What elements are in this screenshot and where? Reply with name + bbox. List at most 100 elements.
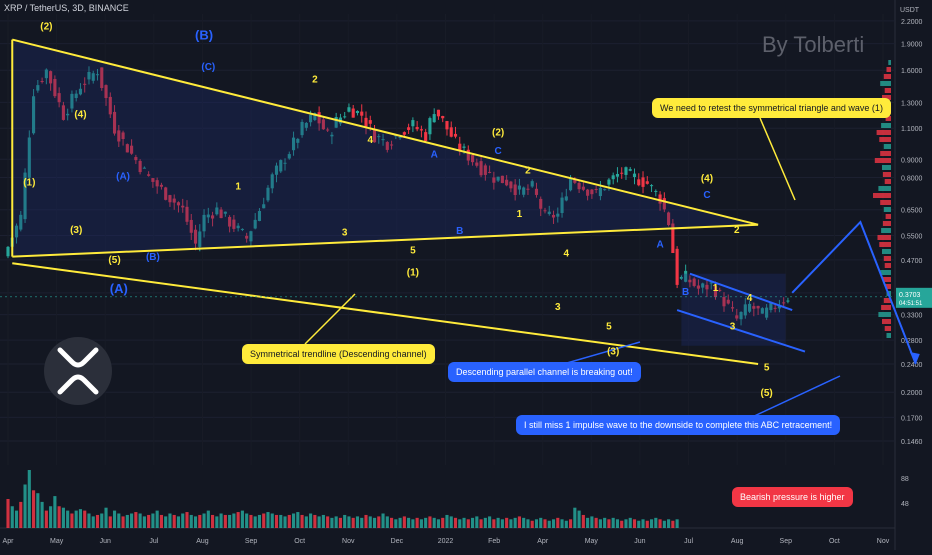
candle-body-105 xyxy=(453,133,458,137)
volume-bar-6 xyxy=(32,490,36,528)
y-tick-7: 0.6500 xyxy=(901,208,923,215)
volume-bar-138 xyxy=(594,517,598,528)
currency-label: USDT xyxy=(900,7,920,14)
volume-bar-13 xyxy=(61,507,65,528)
candle-body-22 xyxy=(100,67,104,88)
volume-profile-bar-39 xyxy=(886,333,891,338)
volume-bar-96 xyxy=(415,517,419,528)
volume-profile-bar-27 xyxy=(882,249,891,254)
volume-bar-151 xyxy=(649,519,654,528)
candle-body-110 xyxy=(475,162,479,166)
volume-bar-29 xyxy=(130,513,134,528)
volume-bar-92 xyxy=(398,517,402,528)
volume-bar-156 xyxy=(671,520,675,528)
candle-body-155 xyxy=(667,212,671,226)
volume-bar-88 xyxy=(381,513,385,528)
candle-body-169 xyxy=(726,299,730,304)
wave-label-w5-left: (5) xyxy=(108,255,120,266)
volume-bar-98 xyxy=(424,517,428,528)
candle-body-75 xyxy=(326,129,330,131)
last-price-badge xyxy=(896,287,932,308)
volume-bar-67 xyxy=(291,513,296,528)
candle-body-8 xyxy=(40,81,44,83)
candle-body-125 xyxy=(539,198,543,209)
volume-bar-127 xyxy=(547,520,551,528)
candle-body-103 xyxy=(445,121,449,130)
y-tick-6: 0.8000 xyxy=(901,176,923,183)
y-tick-5: 0.9000 xyxy=(901,157,923,164)
volume-bar-64 xyxy=(279,514,283,528)
candle-body-154 xyxy=(662,198,666,210)
volume-bar-152 xyxy=(654,517,658,528)
candle-body-127 xyxy=(547,211,551,215)
wave-label-a-big: (A) xyxy=(110,281,128,296)
x-tick-4: Aug xyxy=(196,538,209,545)
volume-bar-56 xyxy=(245,513,249,528)
candle-body-171 xyxy=(735,315,739,319)
callout-pointer-impulse xyxy=(749,375,841,419)
y-tick-14: 0.2000 xyxy=(901,390,923,397)
candle-body-49 xyxy=(215,207,219,215)
volume-bar-79 xyxy=(343,514,347,528)
candle-body-73 xyxy=(317,112,321,124)
candle-body-29 xyxy=(130,145,134,154)
volume-bar-58 xyxy=(253,516,257,528)
candle-body-181 xyxy=(777,305,781,309)
channel-upper-line xyxy=(689,272,793,311)
x-tick-0: Apr xyxy=(3,538,15,545)
volume-bar-103 xyxy=(445,514,449,528)
x-tick-2: Jun xyxy=(100,538,111,545)
candle-body-61 xyxy=(266,187,270,201)
y-tick-16: 0.1460 xyxy=(901,439,923,446)
candle-body-83 xyxy=(360,111,364,116)
volume-bar-84 xyxy=(364,514,368,528)
volume-bar-129 xyxy=(556,517,560,528)
y-tick-8: 0.5500 xyxy=(901,234,923,241)
volume-bar-38 xyxy=(168,513,172,528)
volume-bar-30 xyxy=(134,512,138,528)
volume-bar-149 xyxy=(641,519,645,528)
wave-label-w3-far: 3 xyxy=(730,321,736,332)
volume-tick-1: 48 xyxy=(901,501,909,508)
candle-body-46 xyxy=(202,214,206,232)
volume-bar-87 xyxy=(377,516,381,528)
candle-body-119 xyxy=(513,184,517,196)
candle-body-117 xyxy=(505,179,509,186)
candle-body-116 xyxy=(500,175,504,184)
candle-body-97 xyxy=(419,129,423,131)
wave-label-a-paren: (A) xyxy=(116,171,130,182)
volume-bar-114 xyxy=(492,519,496,528)
volume-bar-140 xyxy=(603,517,607,528)
wave-label-w4-upper: (4) xyxy=(74,109,86,120)
volume-bar-154 xyxy=(662,520,666,528)
candle-body-153 xyxy=(658,194,662,204)
x-tick-16: Sep xyxy=(780,538,793,545)
volume-bar-113 xyxy=(488,516,492,528)
volume-bar-60 xyxy=(262,513,266,528)
wave-label-w3-mid: 3 xyxy=(342,228,348,239)
candle-body-115 xyxy=(496,176,500,181)
wave-label-w3-ch: 3 xyxy=(555,302,561,313)
candle-body-69 xyxy=(300,121,304,136)
candle-body-94 xyxy=(407,127,411,130)
volume-profile-bar-15 xyxy=(882,165,891,170)
candle-body-40 xyxy=(176,202,181,206)
candle-body-72 xyxy=(313,113,317,120)
candle-body-30 xyxy=(134,157,138,161)
candle-body-156 xyxy=(671,223,675,253)
y-tick-2: 1.6000 xyxy=(901,68,923,75)
candle-body-179 xyxy=(769,302,773,311)
volume-profile-bar-32 xyxy=(885,284,891,289)
volume-bar-71 xyxy=(309,513,313,528)
y-tick-13: 0.2400 xyxy=(901,362,923,369)
volume-bar-17 xyxy=(78,509,83,528)
candle-body-158 xyxy=(679,277,683,279)
volume-bar-110 xyxy=(475,516,479,528)
volume-bar-69 xyxy=(300,514,304,528)
volume-bar-39 xyxy=(172,514,176,528)
volume-bar-5 xyxy=(27,470,31,528)
triangle-lower-line xyxy=(12,223,759,258)
wave-label-w3-paren-ch: (3) xyxy=(607,347,619,358)
volume-bar-61 xyxy=(266,512,270,528)
